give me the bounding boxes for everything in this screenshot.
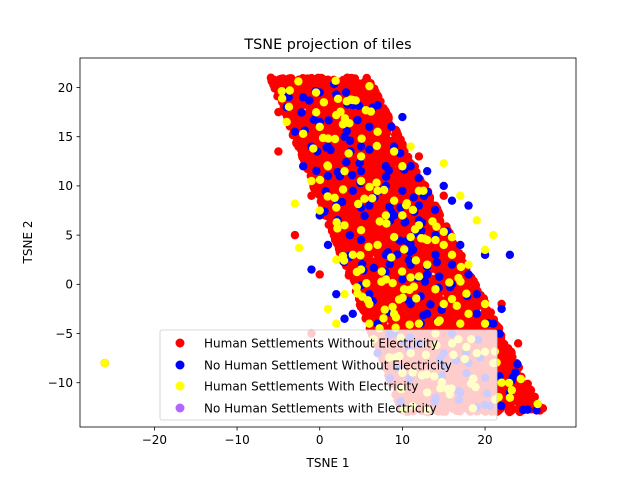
point-s0-4649 <box>507 406 516 415</box>
point-s0-4377 <box>422 199 432 209</box>
point-s0-4968 <box>378 233 388 243</box>
point-s0-4987 <box>333 233 343 243</box>
point-s0-4821 <box>382 139 392 148</box>
point-s0-4854 <box>429 243 438 252</box>
point-s0-4750 <box>351 259 360 269</box>
point-s0-4963 <box>397 229 406 239</box>
point-s0-4883 <box>368 88 377 97</box>
point-s0-4544 <box>289 117 299 126</box>
point-s0-4044 <box>413 304 422 313</box>
point-s0-4147 <box>309 184 319 193</box>
point-s0-4785 <box>317 73 326 83</box>
point-s0-4730 <box>296 101 305 111</box>
point-s0-14 <box>513 339 523 348</box>
point-s0-4778 <box>449 239 458 248</box>
point-s0-22 <box>290 230 300 240</box>
point-s0-4975 <box>400 172 410 181</box>
point-s0-4596 <box>377 114 387 124</box>
point-s0-4895 <box>504 350 514 359</box>
point-s0-4716 <box>299 141 308 150</box>
point-s0-4891 <box>323 91 333 100</box>
point-s0-4892 <box>423 252 432 262</box>
point-s0-3724 <box>484 312 494 321</box>
point-s0-4748 <box>342 239 352 248</box>
point-s0-4772 <box>288 77 297 86</box>
point-s0-4938 <box>333 143 342 153</box>
point-s0-4927 <box>378 149 388 158</box>
point-s0-4950 <box>347 79 356 89</box>
point-s0-4993 <box>316 154 326 163</box>
point-s0-4198 <box>427 293 436 302</box>
point-s0-10 <box>414 152 424 161</box>
point-s0-4955 <box>367 230 377 239</box>
point-s0-4907 <box>440 267 450 277</box>
point-s0-4917 <box>344 214 354 223</box>
point-s0-5 <box>274 147 283 156</box>
point-s0-4328 <box>381 107 390 116</box>
point-s0-4992 <box>369 216 378 225</box>
point-s0-4819 <box>452 311 461 320</box>
point-s0-4423 <box>402 179 411 189</box>
point-s0-4970 <box>377 284 387 293</box>
point-s0-4 <box>274 107 283 117</box>
point-s0-4645 <box>362 163 372 172</box>
point-s0-4900 <box>306 158 316 168</box>
point-s0-4577 <box>403 152 413 162</box>
point-s0-11 <box>439 191 448 200</box>
point-s0-4979 <box>518 390 527 400</box>
point-s0-4573 <box>497 346 507 355</box>
point-s0-4908 <box>355 123 364 132</box>
point-s0-4768 <box>341 206 351 215</box>
point-s0-4737 <box>326 212 336 221</box>
point-s0-4976 <box>277 80 286 89</box>
point-s0-4796 <box>405 309 415 318</box>
point-s0-4517 <box>388 285 397 295</box>
point-s0-4880 <box>371 288 380 297</box>
point-s0-4822 <box>369 306 379 316</box>
point-s0-4056 <box>396 138 405 147</box>
point-s0-4709 <box>363 138 372 147</box>
point-s0-4160 <box>303 74 312 84</box>
point-s0-4945 <box>524 384 533 394</box>
point-s0-7 <box>315 270 324 279</box>
point-s0-4803 <box>422 242 431 251</box>
point-s0-4969 <box>397 308 406 318</box>
point-s0-4089 <box>297 149 307 158</box>
point-s0-4715 <box>423 287 432 296</box>
point-s0-4809 <box>382 296 392 305</box>
point-s0-4898 <box>384 114 393 124</box>
point-s0-4841 <box>391 264 400 274</box>
chart-title: TSNE projection of tiles <box>243 37 411 53</box>
